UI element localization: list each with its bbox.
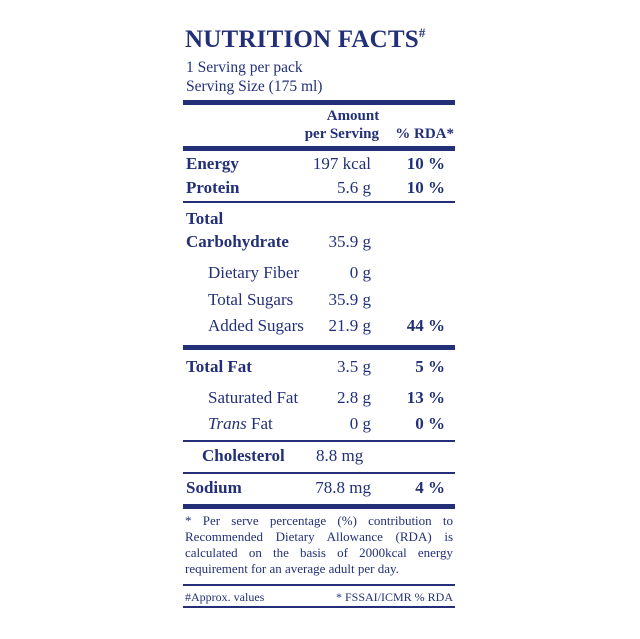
rda-footnote: * Per serve percentage (%) contribution … [185,513,453,576]
nutrient-rda: 4 % [415,478,445,497]
nutrient-amount: 0 g [349,263,371,282]
approx-note: #Approx. values [185,590,265,604]
trans-rest: Fat [246,414,273,433]
amount-header-line1: Amount [326,108,380,124]
nutrient-label: Protein [186,178,240,197]
nutrient-row-protein: Protein 5.6 g 10 % [183,178,455,202]
nutrient-amount: 0 g [349,414,371,433]
row-divider [183,440,455,442]
nutrient-label: Saturated Fat [208,388,299,407]
nutrient-label: Dietary Fiber [208,263,300,282]
top-divider [183,100,455,105]
nutrient-amount: 35.9 g [328,232,372,251]
footnote-divider [183,504,455,509]
nutrient-rda: 0 % [415,414,445,433]
section-divider [183,345,455,350]
nutrient-amount: 78.8 mg [315,478,371,497]
row-divider [183,201,455,203]
nutrient-label-total-line: Total [183,209,455,233]
nutrient-amount: 3.5 g [337,357,371,376]
nutrient-label: Added Sugars [208,316,304,335]
nutrient-row-saturated-fat: Saturated Fat 2.8 g 13 % [183,388,455,412]
nutrient-row-trans-fat: Trans Fat 0 g 0 % [183,414,455,438]
serving-size: Serving Size (175 ml) [186,78,323,95]
nutrient-amount: 21.9 g [328,316,372,335]
nutrient-row-cholesterol: Cholesterol 8.8 mg [183,446,455,470]
trans-italic: Trans [208,414,247,433]
nutrient-label: Total Fat [186,357,252,376]
nutrient-rda: 10 % [406,154,445,173]
nutrient-row-dietary-fiber: Dietary Fiber 0 g [183,263,455,287]
nutrient-row-total-fat: Total Fat 3.5 g 5 % [183,357,455,381]
nutrient-label: Energy [186,154,239,173]
bottom-end-rule [183,606,455,608]
title-text: NUTRITION FACTS [185,26,419,53]
nutrient-label: Cholesterol [202,446,285,465]
header-divider [183,146,455,151]
panel-title: NUTRITION FACTS# [185,25,426,54]
source-note: * FSSAI/ICMR % RDA [335,590,453,604]
row-divider [183,472,455,474]
nutrient-rda: 13 % [406,388,445,407]
nutrient-label: Sodium [186,478,242,497]
nutrient-rda: 44 % [406,316,445,335]
nutrient-row-carbohydrate: Carbohydrate 35.9 g [183,232,455,256]
amount-header-line2: per Serving [304,126,379,142]
bottom-divider [183,584,455,586]
nutrient-amount: 2.8 g [337,388,371,407]
nutrient-row-added-sugars: Added Sugars 21.9 g 44 % [183,316,455,340]
nutrition-facts-panel: NUTRITION FACTS# 1 Serving per pack Serv… [183,0,455,639]
nutrient-amount: 35.9 g [328,290,372,309]
nutrient-label: Total [186,209,224,228]
nutrient-row-total-sugars: Total Sugars 35.9 g [183,290,455,314]
nutrient-label: Total Sugars [208,290,294,309]
nutrient-label: Carbohydrate [186,232,289,251]
nutrient-amount: 5.6 g [337,178,371,197]
nutrient-label: Trans Fat [208,414,273,434]
nutrient-rda: 10 % [406,178,445,197]
servings-per-pack: 1 Serving per pack [186,59,303,76]
nutrient-amount: 197 kcal [312,154,371,173]
nutrient-rda: 5 % [415,357,445,376]
title-mark: # [418,25,426,40]
nutrient-amount: 8.8 mg [316,446,364,465]
rda-header: % RDA* [395,126,454,142]
nutrient-row-sodium: Sodium 78.8 mg 4 % [183,478,455,502]
nutrient-row-energy: Energy 197 kcal 10 % [183,154,455,178]
